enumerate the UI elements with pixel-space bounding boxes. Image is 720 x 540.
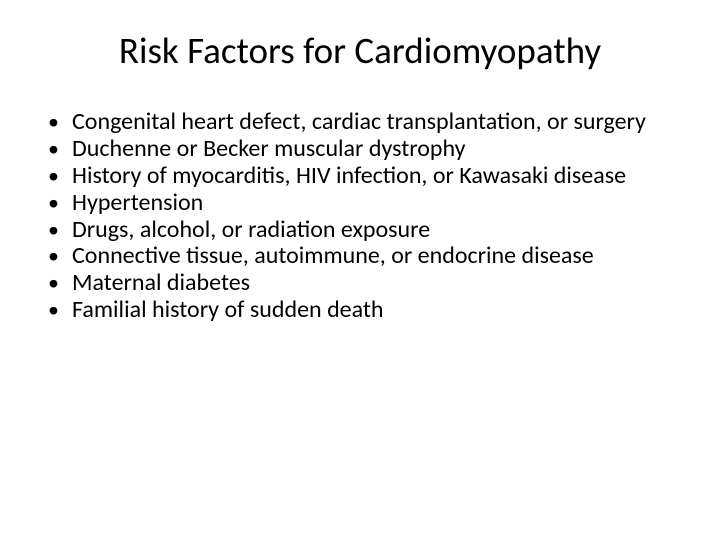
list-item: Drugs, alcohol, or radiation exposure <box>48 217 680 244</box>
list-item: Familial history of sudden death <box>48 297 680 324</box>
list-item: History of myocarditis, HIV infection, o… <box>48 163 680 190</box>
list-item: Duchenne or Becker muscular dystrophy <box>48 136 680 163</box>
slide: Risk Factors for Cardiomyopathy Congenit… <box>0 0 720 540</box>
bullet-list: Congenital heart defect, cardiac transpl… <box>40 109 680 324</box>
list-item: Hypertension <box>48 190 680 217</box>
list-item: Maternal diabetes <box>48 270 680 297</box>
list-item: Congenital heart defect, cardiac transpl… <box>48 109 680 136</box>
slide-title: Risk Factors for Cardiomyopathy <box>40 28 680 73</box>
list-item: Connective tissue, autoimmune, or endocr… <box>48 243 680 270</box>
